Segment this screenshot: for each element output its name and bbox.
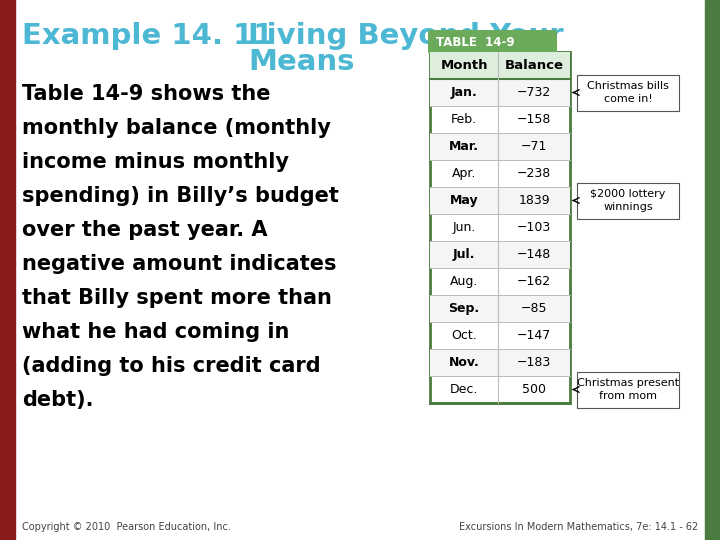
Text: Apr.: Apr. bbox=[452, 167, 476, 180]
Bar bbox=[705, 0, 720, 540]
Text: Jul.: Jul. bbox=[453, 248, 475, 261]
Text: Excursions In Modern Mathematics, 7e: 14.1 - 62: Excursions In Modern Mathematics, 7e: 14… bbox=[459, 522, 698, 532]
Bar bbox=[430, 349, 570, 376]
FancyBboxPatch shape bbox=[577, 183, 679, 219]
Bar bbox=[430, 133, 570, 160]
Text: Feb.: Feb. bbox=[451, 113, 477, 126]
Text: 1839: 1839 bbox=[518, 194, 550, 207]
Text: −732: −732 bbox=[517, 86, 551, 99]
Text: Christmas present
from mom: Christmas present from mom bbox=[577, 378, 679, 401]
Text: Christmas bills
come in!: Christmas bills come in! bbox=[587, 81, 669, 104]
Text: debt).: debt). bbox=[22, 390, 94, 410]
Text: Month: Month bbox=[440, 59, 487, 72]
Text: Jun.: Jun. bbox=[452, 221, 476, 234]
Text: income minus monthly: income minus monthly bbox=[22, 152, 289, 172]
Text: Means: Means bbox=[248, 48, 354, 76]
Text: −85: −85 bbox=[521, 302, 547, 315]
FancyBboxPatch shape bbox=[577, 372, 679, 408]
Text: Living Beyond Your: Living Beyond Your bbox=[248, 22, 564, 50]
Text: negative amount indicates: negative amount indicates bbox=[22, 254, 336, 274]
FancyBboxPatch shape bbox=[428, 30, 557, 54]
Text: Jan.: Jan. bbox=[451, 86, 477, 99]
Bar bbox=[430, 52, 570, 79]
Text: $2000 lottery
winnings: $2000 lottery winnings bbox=[590, 189, 666, 212]
Text: −147: −147 bbox=[517, 329, 551, 342]
Bar bbox=[430, 52, 570, 403]
Text: −158: −158 bbox=[517, 113, 552, 126]
Bar bbox=[430, 187, 570, 214]
Text: Example 14. 11: Example 14. 11 bbox=[22, 22, 274, 50]
Text: −148: −148 bbox=[517, 248, 551, 261]
Text: −103: −103 bbox=[517, 221, 551, 234]
Text: −71: −71 bbox=[521, 140, 547, 153]
Text: (adding to his credit card: (adding to his credit card bbox=[22, 356, 320, 376]
Text: −162: −162 bbox=[517, 275, 551, 288]
Text: what he had coming in: what he had coming in bbox=[22, 322, 289, 342]
Text: Table 14-9 shows the: Table 14-9 shows the bbox=[22, 84, 271, 104]
Text: Copyright © 2010  Pearson Education, Inc.: Copyright © 2010 Pearson Education, Inc. bbox=[22, 522, 231, 532]
Bar bbox=[430, 241, 570, 268]
Text: Mar.: Mar. bbox=[449, 140, 479, 153]
Text: Oct.: Oct. bbox=[451, 329, 477, 342]
Text: spending) in Billy’s budget: spending) in Billy’s budget bbox=[22, 186, 339, 206]
Text: −183: −183 bbox=[517, 356, 551, 369]
Bar bbox=[0, 0, 15, 540]
Bar bbox=[430, 79, 570, 106]
Text: Balance: Balance bbox=[505, 59, 564, 72]
Text: May: May bbox=[450, 194, 478, 207]
Bar bbox=[430, 295, 570, 322]
Text: Aug.: Aug. bbox=[450, 275, 478, 288]
Text: Nov.: Nov. bbox=[449, 356, 480, 369]
Text: monthly balance (monthly: monthly balance (monthly bbox=[22, 118, 331, 138]
Text: 500: 500 bbox=[522, 383, 546, 396]
Text: −238: −238 bbox=[517, 167, 551, 180]
Text: that Billy spent more than: that Billy spent more than bbox=[22, 288, 332, 308]
Text: over the past year. A: over the past year. A bbox=[22, 220, 268, 240]
Text: Dec.: Dec. bbox=[450, 383, 478, 396]
FancyBboxPatch shape bbox=[577, 75, 679, 111]
Text: Sep.: Sep. bbox=[449, 302, 480, 315]
Text: TABLE  14-9: TABLE 14-9 bbox=[436, 36, 515, 49]
